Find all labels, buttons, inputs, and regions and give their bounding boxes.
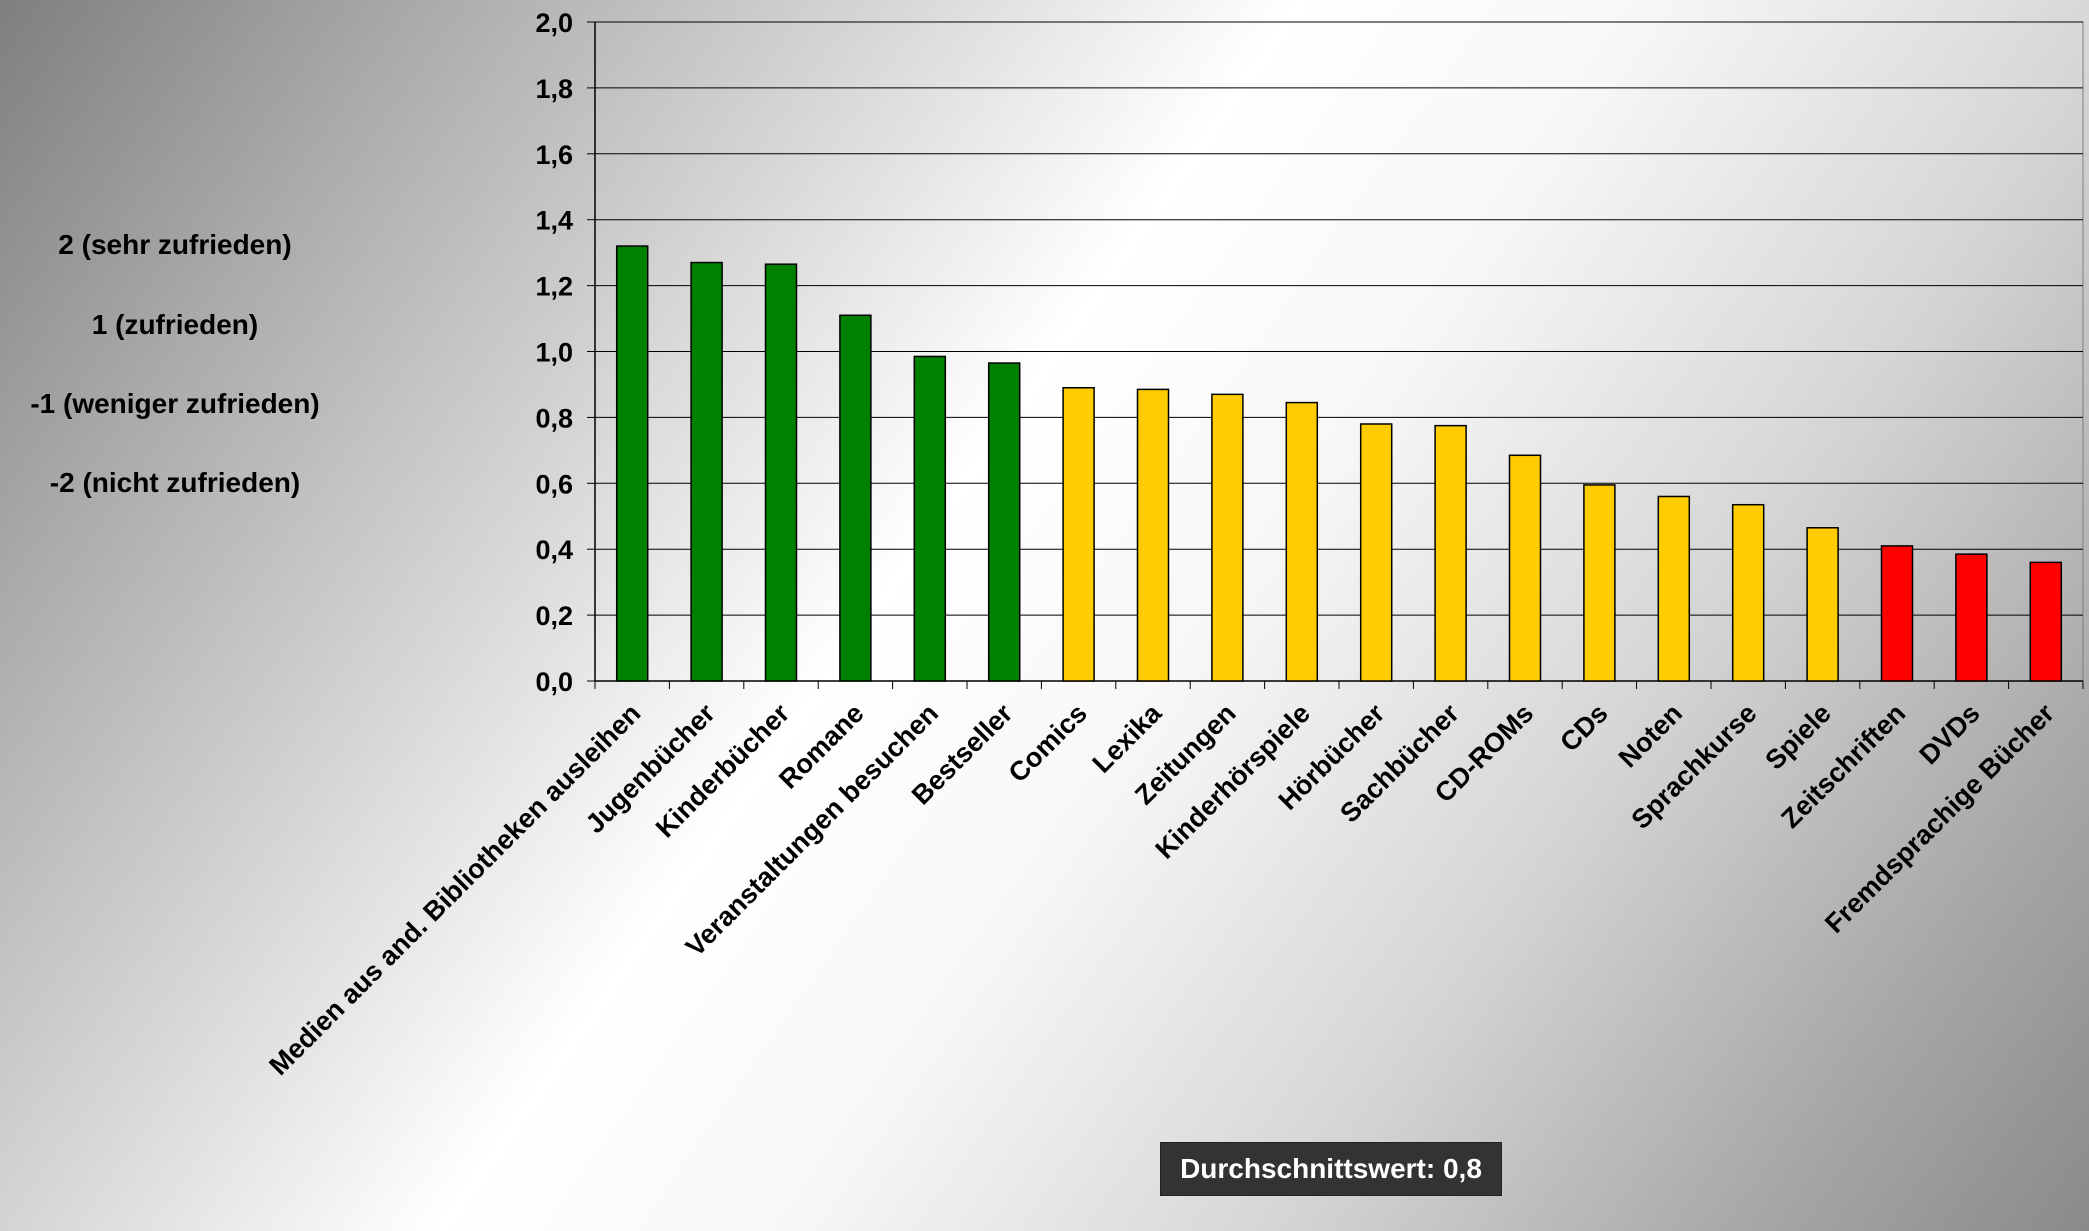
y-tick-label: 0,8	[535, 403, 573, 433]
scale-item-not-satisfied: -2 (nicht zufrieden)	[49, 467, 301, 498]
x-category-label: Medien aus and. Bibliotheken ausleihen	[263, 698, 646, 1081]
bar	[1062, 386, 1095, 682]
y-tick-label: 1,0	[535, 338, 573, 368]
y-tick-label: 0,4	[535, 535, 573, 565]
bar	[1508, 454, 1542, 682]
scale-item-satisfied: 1 (zufrieden)	[91, 309, 259, 340]
bar	[1285, 401, 1319, 682]
bar	[1434, 424, 1467, 682]
bar	[1731, 503, 1765, 682]
y-tick-label: 0,0	[535, 667, 573, 697]
average-value-label: Durchschnittswert: 0,8	[1160, 1142, 1502, 1196]
y-tick-label: 0,6	[535, 469, 573, 499]
x-category-label: CDs	[1554, 698, 1613, 757]
y-tick-label: 1,4	[535, 206, 573, 236]
bar	[839, 314, 872, 682]
x-category-label: Comics	[1003, 698, 1093, 788]
bar	[690, 261, 723, 682]
x-category-label: Kinderbücher	[650, 698, 796, 844]
y-tick-label: 1,8	[535, 74, 573, 104]
bar	[913, 355, 947, 682]
bar	[1136, 388, 1170, 682]
y-tick-label: 0,2	[535, 601, 573, 631]
bar	[1211, 393, 1244, 682]
scale-item-very-satisfied: 2 (sehr zufrieden)	[58, 229, 292, 260]
bar	[1657, 495, 1691, 682]
bar	[987, 362, 1021, 682]
x-category-label: Jugenbücher	[580, 698, 721, 839]
y-tick-label: 2,0	[535, 8, 573, 38]
bar	[2029, 561, 2063, 682]
y-tick-label: 1,6	[535, 140, 573, 170]
x-category-label: DVDs	[1913, 698, 1985, 770]
y-tick-label: 1,2	[535, 272, 573, 302]
rating-scale-legend: 2 (sehr zufrieden) 1 (zufrieden) -1 (wen…	[0, 0, 360, 600]
bar	[1955, 553, 1988, 682]
bar	[1583, 484, 1616, 682]
bar	[764, 263, 798, 682]
bar	[1806, 527, 1839, 682]
bar	[1880, 545, 1914, 682]
scale-item-less-satisfied: -1 (weniger zufrieden)	[30, 388, 320, 419]
bar	[615, 245, 649, 682]
bar	[1359, 423, 1393, 682]
